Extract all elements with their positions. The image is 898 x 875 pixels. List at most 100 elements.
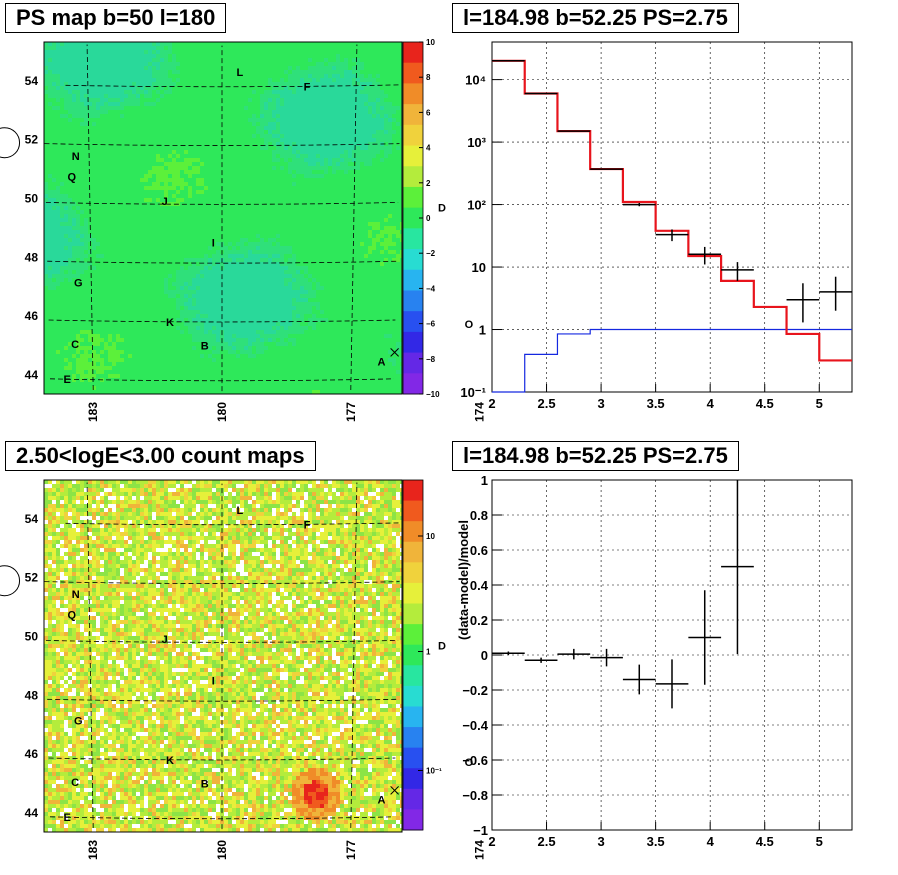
map-pixel <box>68 138 72 142</box>
map-pixel <box>56 310 60 314</box>
map-pixel <box>100 386 104 390</box>
map-pixel <box>96 66 100 70</box>
map-pixel <box>200 286 204 290</box>
map-pixel <box>132 354 136 358</box>
map-pixel <box>136 98 140 102</box>
map-pixel <box>72 346 76 350</box>
map-pixel <box>72 310 76 314</box>
map-pixel <box>56 138 60 142</box>
map-pixel <box>76 42 80 46</box>
map-pixel <box>232 138 236 142</box>
map-pixel <box>224 166 228 170</box>
map-pixel <box>208 314 212 318</box>
map-pixel <box>204 214 208 218</box>
map-pixel <box>232 298 236 302</box>
map-pixel <box>192 122 196 126</box>
map-pixel <box>68 334 72 338</box>
map-pixel <box>132 358 136 362</box>
map-pixel <box>184 42 188 46</box>
map-pixel <box>136 218 140 222</box>
map-pixel <box>80 150 84 154</box>
map-pixel <box>192 250 196 254</box>
map-pixel <box>104 350 108 354</box>
map-pixel <box>232 74 236 78</box>
map-pixel <box>192 190 196 194</box>
map-pixel <box>68 46 72 50</box>
map-pixel <box>216 98 220 102</box>
map-pixel <box>124 278 128 282</box>
map-pixel <box>212 50 216 54</box>
map-pixel <box>220 94 224 98</box>
map-pixel <box>240 370 244 374</box>
map-pixel <box>232 242 236 246</box>
map-pixel <box>68 306 72 310</box>
map-pixel <box>264 302 268 306</box>
map-pixel <box>148 218 152 222</box>
map-pixel <box>144 386 148 390</box>
map-pixel <box>256 278 260 282</box>
map-pixel <box>256 222 260 226</box>
map-pixel <box>132 46 136 50</box>
map-pixel <box>148 138 152 142</box>
map-pixel <box>180 226 184 230</box>
map-pixel <box>108 126 112 130</box>
map-pixel <box>104 266 108 270</box>
map-pixel <box>192 186 196 190</box>
map-pixel <box>156 342 160 346</box>
map-pixel <box>252 134 256 138</box>
map-pixel <box>104 286 108 290</box>
map-pixel <box>216 198 220 202</box>
map-pixel <box>100 58 104 62</box>
map-pixel <box>260 162 264 166</box>
map-pixel <box>44 202 48 206</box>
map-pixel <box>72 290 76 294</box>
map-pixel <box>68 62 72 66</box>
map-pixel <box>48 290 52 294</box>
map-pixel <box>84 338 88 342</box>
map-pixel <box>236 50 240 54</box>
map-pixel <box>144 322 148 326</box>
map-pixel <box>204 334 208 338</box>
map-pixel <box>156 386 160 390</box>
map-pixel <box>176 86 180 90</box>
map-pixel <box>72 370 76 374</box>
map-pixel <box>144 254 148 258</box>
map-pixel <box>248 50 252 54</box>
map-pixel <box>216 306 220 310</box>
map-pixel <box>228 58 232 62</box>
map-pixel <box>220 110 224 114</box>
map-pixel <box>208 130 212 134</box>
map-pixel <box>252 242 256 246</box>
map-pixel <box>120 170 124 174</box>
map-pixel <box>48 106 52 110</box>
map-pixel <box>100 82 104 86</box>
map-pixel <box>104 290 108 294</box>
map-pixel <box>264 298 268 302</box>
map-pixel <box>248 318 252 322</box>
map-pixel <box>208 70 212 74</box>
map-pixel <box>248 114 252 118</box>
map-pixel <box>152 222 156 226</box>
map-pixel <box>76 282 80 286</box>
map-pixel <box>120 110 124 114</box>
map-pixel <box>192 338 196 342</box>
map-pixel <box>236 190 240 194</box>
map-pixel <box>260 154 264 158</box>
map-pixel <box>192 342 196 346</box>
map-pixel <box>224 330 228 334</box>
map-pixel <box>228 370 232 374</box>
map-pixel <box>260 206 264 210</box>
map-pixel <box>48 62 52 66</box>
map-pixel <box>124 350 128 354</box>
map-pixel <box>164 190 168 194</box>
map-pixel <box>144 290 148 294</box>
map-pixel <box>204 146 208 150</box>
map-pixel <box>52 182 56 186</box>
map-pixel <box>116 230 120 234</box>
map-pixel <box>124 138 128 142</box>
map-pixel <box>160 362 164 366</box>
map-pixel <box>180 50 184 54</box>
map-pixel <box>132 214 136 218</box>
map-pixel <box>168 242 172 246</box>
map-pixel <box>60 218 64 222</box>
